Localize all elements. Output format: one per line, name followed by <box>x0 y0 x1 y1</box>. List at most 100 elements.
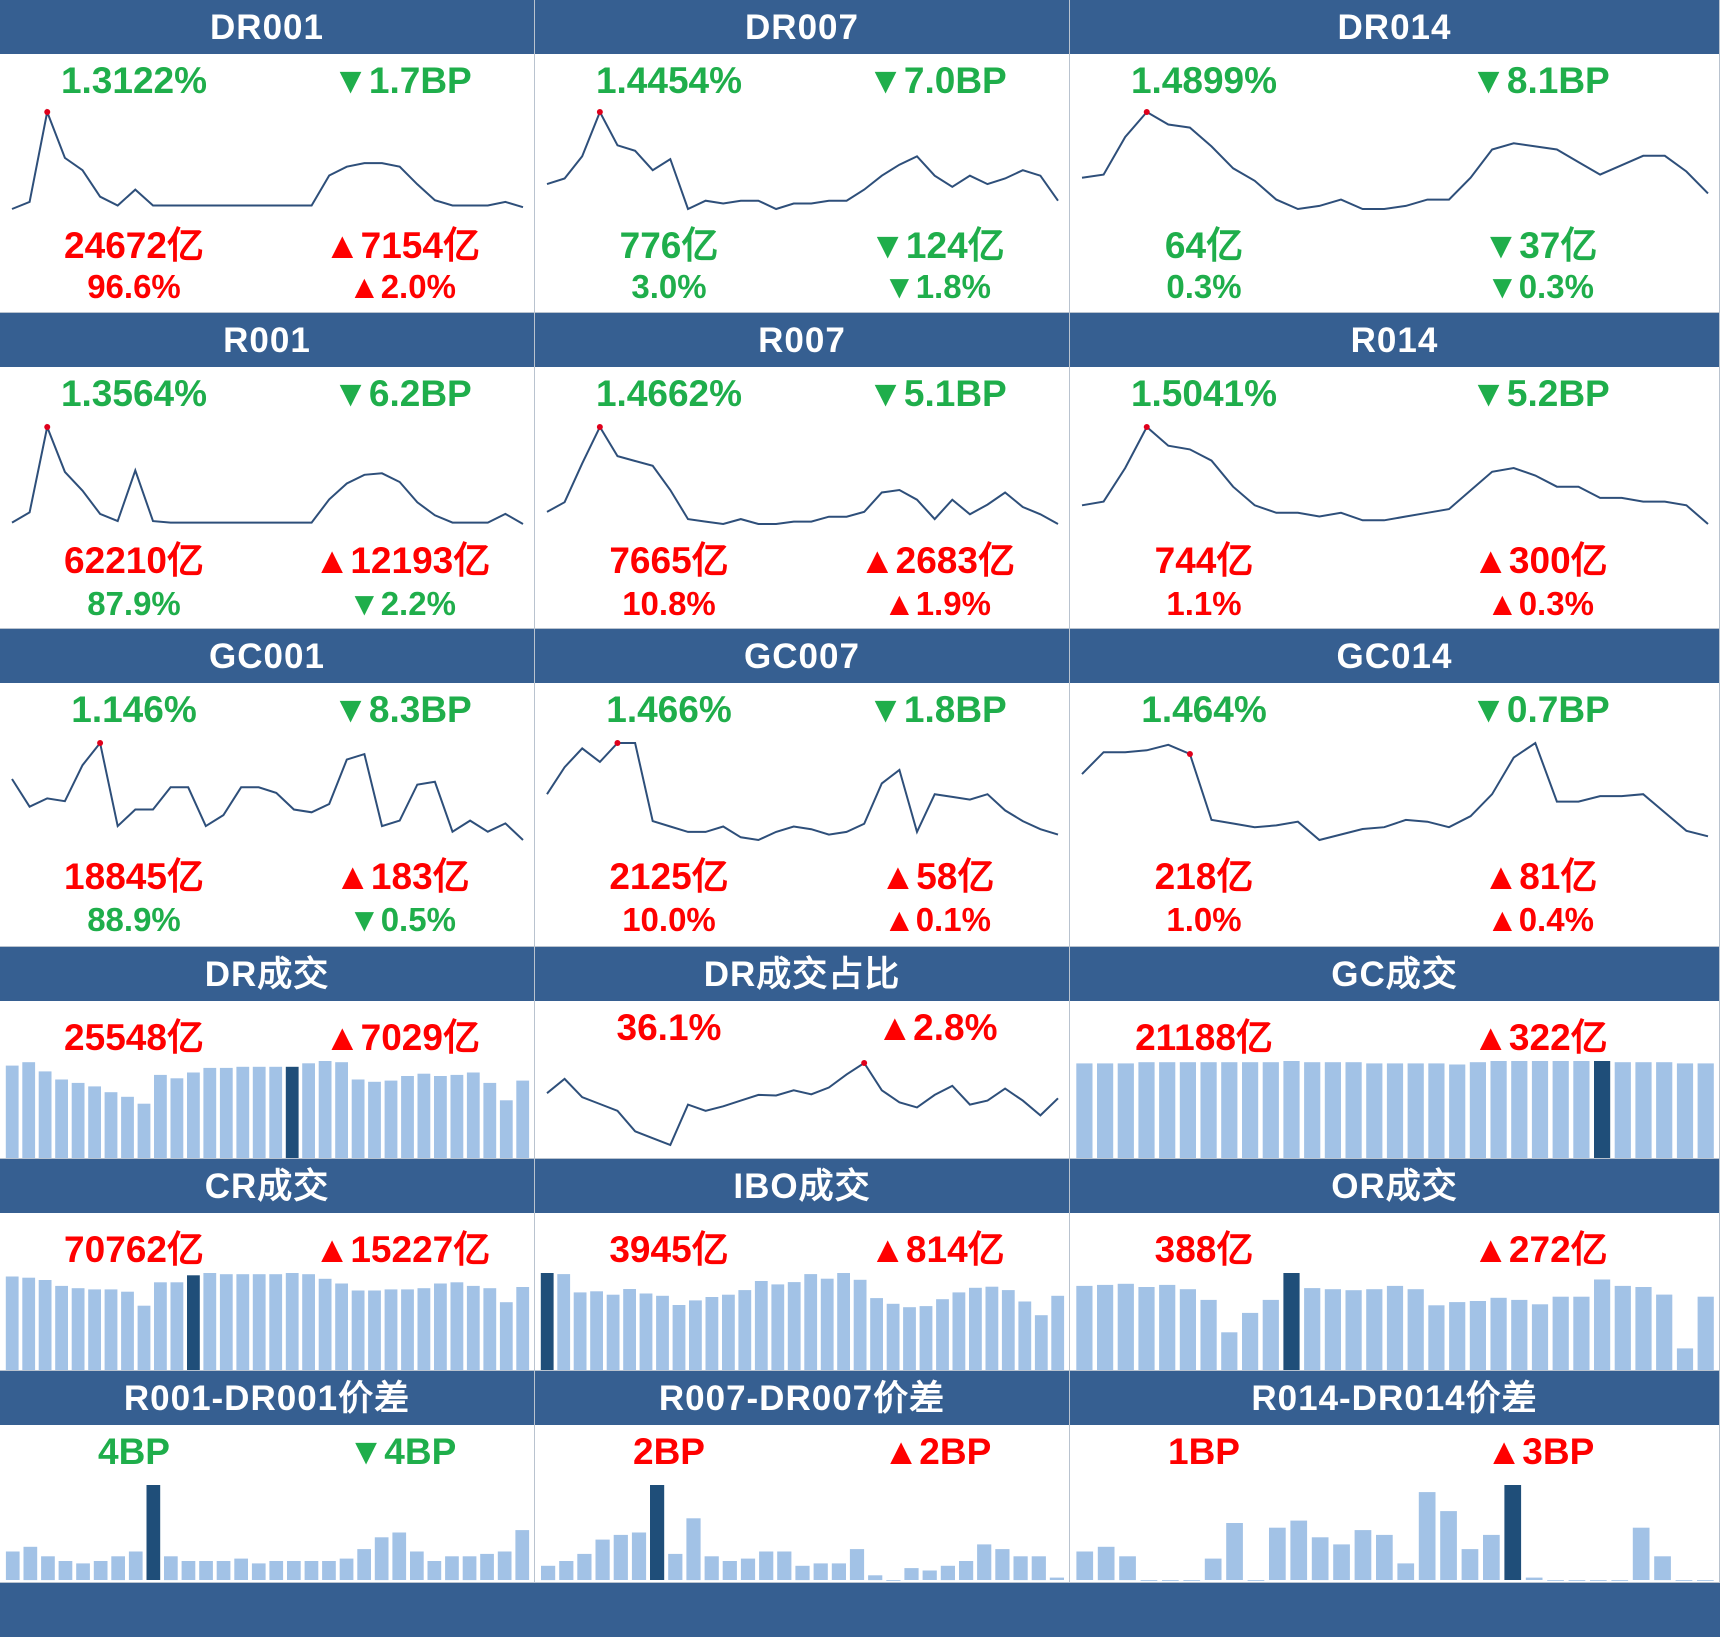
gc001-point-25 <box>452 831 453 832</box>
spread-0-bar-chart <box>5 1485 530 1581</box>
r014-rate-value: 1.5041% <box>1130 373 1278 414</box>
volume-5-bar-21 <box>1511 1299 1528 1370</box>
volume-3-bar-16 <box>269 1274 283 1370</box>
volume-2-change: ▲322亿 <box>1472 1017 1608 1058</box>
volume-2-bar-14 <box>1366 1063 1383 1158</box>
r001-point-16 <box>293 522 294 523</box>
dr007-point-1 <box>564 178 565 179</box>
r007-point-6 <box>652 465 653 466</box>
dr014-point-10 <box>1297 209 1298 210</box>
spread-1-bar-7 <box>668 1553 683 1580</box>
gc014-point-28 <box>1686 830 1687 831</box>
r007-point-21 <box>917 499 918 500</box>
gc007-point-17 <box>846 831 847 832</box>
volume-4-bar-31 <box>1051 1295 1065 1370</box>
spread-1-bar-22 <box>940 1565 955 1581</box>
volume-2-bar-29 <box>1676 1063 1694 1158</box>
r014-point-21 <box>1535 475 1536 476</box>
gc014-point-8 <box>1254 827 1255 828</box>
gc007-point-11 <box>740 837 741 838</box>
volume-2-bar-23 <box>1552 1061 1569 1158</box>
r007-point-11 <box>740 519 741 520</box>
gc007-volume-change: ▲58亿 <box>879 856 995 897</box>
volume-1-point-9 <box>705 1110 706 1111</box>
gc014-point-12 <box>1341 834 1342 835</box>
spread-0-bar-9 <box>164 1556 178 1581</box>
spread-0-bar-28 <box>497 1551 512 1580</box>
volume-4-bar-5 <box>623 1289 636 1370</box>
gc001-point-1 <box>29 806 30 807</box>
r001-line-chart <box>11 423 524 525</box>
volume-4-bar-highlight-0 <box>540 1273 554 1370</box>
gc001-title: GC001 <box>0 629 534 683</box>
spread-2-bar-14 <box>1376 1534 1393 1580</box>
dr014-line-chart <box>1081 109 1709 211</box>
dr007-volume-change: ▼124亿 <box>869 225 1005 266</box>
spread-2-bar-7 <box>1226 1523 1243 1580</box>
r001-point-14 <box>258 522 259 523</box>
volume-5-bar-22 <box>1531 1304 1549 1370</box>
volume-3-title: CR成交 <box>0 1159 534 1213</box>
gc014-point-6 <box>1211 819 1212 820</box>
panel-r001: R001 1.3564% ▼6.2BP 62210亿 ▲12193亿 87.9% ▼2.2% <box>0 313 535 629</box>
volume-0-bar-28 <box>466 1072 480 1158</box>
volume-2-bar-28 <box>1656 1062 1673 1158</box>
spread-2-value: 1BP <box>1168 1431 1240 1472</box>
dr014-point-8 <box>1254 180 1255 181</box>
dr001-point-24 <box>434 200 435 201</box>
dr001-point-7 <box>135 189 136 190</box>
dr014-point-0 <box>1082 177 1083 178</box>
r001-point-7 <box>135 470 136 471</box>
dr001-point-9 <box>170 205 171 206</box>
dr001-point-17 <box>311 205 312 206</box>
dr007-point-23 <box>952 186 953 187</box>
dr001-point-29 <box>523 207 524 208</box>
volume-0-bar-24 <box>401 1076 414 1158</box>
gc001-point-27 <box>487 831 488 832</box>
volume-4-bar-6 <box>639 1293 653 1370</box>
dr007-point-22 <box>934 175 935 176</box>
spread-1-bar-16 <box>831 1563 846 1580</box>
volume-0-title: DR成交 <box>0 947 534 1001</box>
spread-0-bar-10 <box>181 1561 196 1580</box>
gc007-point-21 <box>917 831 918 832</box>
dr007-point-19 <box>881 175 882 176</box>
gc001-point-8 <box>153 809 154 810</box>
gc007-volume-value: 2125亿 <box>609 856 729 897</box>
volume-5-bar-15 <box>1386 1285 1404 1370</box>
gc007-point-20 <box>899 769 900 770</box>
gc001-point-26 <box>470 820 471 821</box>
gc001-point-0 <box>12 779 13 780</box>
gc007-point-7 <box>670 826 671 827</box>
r014-point-11 <box>1319 516 1320 517</box>
r007-point-24 <box>969 514 970 515</box>
spread-1-bar-27 <box>1031 1556 1046 1581</box>
gc007-rate-change: ▼1.8BP <box>867 689 1007 730</box>
gc007-point-29 <box>1058 834 1059 835</box>
volume-4-value: 3945亿 <box>609 1229 729 1270</box>
volume-4-bar-14 <box>771 1284 785 1370</box>
spread-2-bar-29 <box>1697 1580 1714 1581</box>
volume-5-bar-highlight-10 <box>1283 1273 1300 1370</box>
dr014-point-27 <box>1664 155 1665 156</box>
spread-1-bar-26 <box>1013 1556 1028 1581</box>
dr001-share-value: 96.6% <box>87 268 181 305</box>
volume-3-bar-30 <box>499 1302 513 1370</box>
r014-volume-change: ▲300亿 <box>1472 540 1608 581</box>
spread-0-bar-highlight-8 <box>146 1485 161 1580</box>
spread-2-bar-8 <box>1247 1580 1265 1581</box>
spread-1-bar-highlight-6 <box>650 1485 665 1580</box>
r014-point-18 <box>1470 490 1471 491</box>
volume-3-bar-17 <box>285 1273 299 1370</box>
r007-line-chart <box>546 424 1059 526</box>
spread-1-bar-18 <box>868 1575 883 1581</box>
spread-0-bar-14 <box>251 1563 266 1580</box>
r001-point-22 <box>399 482 400 483</box>
r014-point-13 <box>1362 520 1363 521</box>
panel-gc001: GC001 1.146% ▼8.3BP 18845亿 ▲183亿 88.9% ▼0.5% <box>0 629 535 947</box>
spread-1-bar-28 <box>1049 1577 1064 1580</box>
volume-2-bar-21 <box>1511 1061 1528 1158</box>
spread-1-bar-23 <box>959 1561 974 1580</box>
r007-share-change: ▲1.9% <box>883 585 991 622</box>
r007-point-7 <box>670 490 671 491</box>
